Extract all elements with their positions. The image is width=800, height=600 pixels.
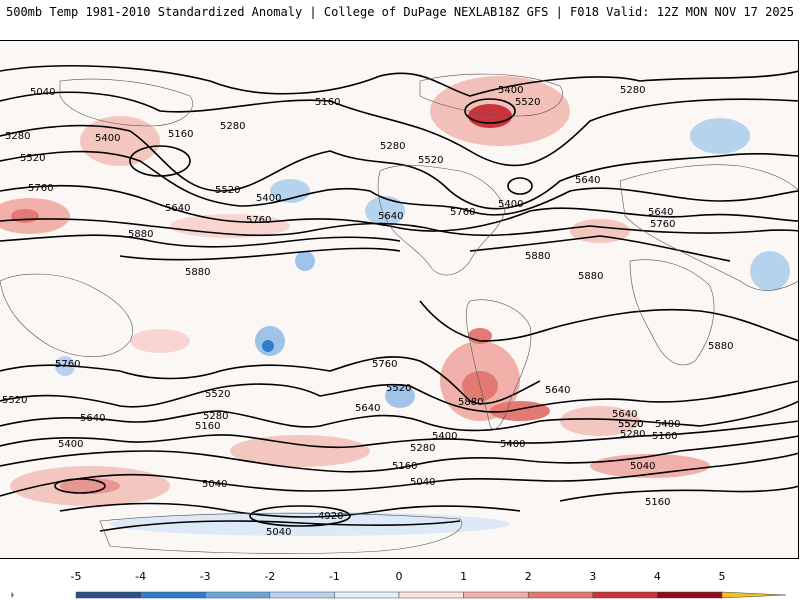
contour-labels: 5040 5160 5280 5160 5280 5400 5520 5400 … <box>2 85 733 538</box>
contour-label: 5160 <box>195 421 220 432</box>
contour-label: 5520 <box>20 153 45 164</box>
colorbar-tick-label: 5 <box>718 570 726 583</box>
contour-label: 4920 <box>318 511 343 522</box>
contour-label: 5760 <box>372 359 397 370</box>
colorbar-tick-label: 0 <box>395 570 403 583</box>
contour-label: 5760 <box>450 207 475 218</box>
contour-label: 5640 <box>612 409 637 420</box>
contour-label: 5280 <box>220 121 245 132</box>
model-run-info: 18Z GFS | F018 Valid: 12Z MON NOV 17 202… <box>497 5 794 19</box>
colorbar-swatch <box>721 591 787 599</box>
contour-label: 5640 <box>355 403 380 414</box>
contour-label: 5040 <box>630 461 655 472</box>
colorbar-tick-label: 3 <box>589 570 597 583</box>
contour-label: 5280 <box>410 443 435 454</box>
colorbar-tick-label: 1 <box>460 570 468 583</box>
contour-label: 5400 <box>432 431 457 442</box>
colorbar-tick-label: 4 <box>653 570 661 583</box>
contour-label: 5520 <box>618 419 643 430</box>
contour-label: 5040 <box>30 87 55 98</box>
contour-label: 5520 <box>2 395 27 406</box>
contour-label: 5760 <box>246 215 271 226</box>
contour-label: 5520 <box>386 383 411 394</box>
colorbar-tick-label: -5 <box>70 570 82 583</box>
contour-label: 5400 <box>256 193 281 204</box>
contour-label: 5280 <box>5 131 30 142</box>
contour-label: 5040 <box>410 477 435 488</box>
colorbar-tick-label: -1 <box>328 570 340 583</box>
contour-label: 5400 <box>655 419 680 430</box>
colorbar-swatch <box>269 591 335 599</box>
contour-label: 5160 <box>392 461 417 472</box>
colorbar-swatch <box>334 591 400 599</box>
colorbar-swatch <box>75 591 141 599</box>
colorbar-swatches <box>11 591 787 599</box>
colorbar-swatch <box>204 591 271 599</box>
colorbar-swatch <box>140 591 206 599</box>
colorbar-tick-label: -2 <box>264 570 276 583</box>
contour-label: 5400 <box>498 85 523 96</box>
contour-label: 5160 <box>645 497 670 508</box>
contour-label: 5520 <box>618 419 643 430</box>
contour-label: 5880 <box>578 271 603 282</box>
coastlines <box>0 73 798 554</box>
contour-label: 5640 <box>80 413 105 424</box>
colorbar-swatch <box>657 591 723 599</box>
contour-label: 5760 <box>28 183 53 194</box>
contour-label: 5880 <box>525 251 550 262</box>
contour-label: 5160 <box>652 431 677 442</box>
colorbar-swatch <box>11 592 14 598</box>
contour-label: 5280 <box>620 429 645 440</box>
colorbar-tick-label: -4 <box>135 570 147 583</box>
contour-label: 5640 <box>648 207 673 218</box>
contour-label: 5280 <box>203 411 228 422</box>
contour-label: 5640 <box>545 385 570 396</box>
colorbar-swatch <box>398 591 464 599</box>
contour-label: 5040 <box>266 527 291 538</box>
contour-label: 5400 <box>498 199 523 210</box>
contour-label: 5880 <box>185 267 210 278</box>
contour-label: 5160 <box>168 129 193 140</box>
contour-label: 5880 <box>708 341 733 352</box>
contour-label: 5640 <box>165 203 190 214</box>
map-title: 500mb Temp 1981-2010 Standardized Anomal… <box>6 5 498 19</box>
map-panel: 5040 5160 5280 5160 5280 5400 5520 5400 … <box>0 40 799 559</box>
contour-label: 5520 <box>205 389 230 400</box>
contour-label: 5640 <box>575 175 600 186</box>
contour-label: 5280 <box>380 141 405 152</box>
colorbar: -5 -4 -3 -2 -1 0 1 2 3 4 5 <box>0 570 800 600</box>
contour-label: 5400 <box>95 133 120 144</box>
contour-label: 5040 <box>202 479 227 490</box>
contour-label: 5760 <box>55 359 80 370</box>
contour-label: 5520 <box>215 185 240 196</box>
contour-label: 5640 <box>378 211 403 222</box>
contour-label: 5880 <box>128 229 153 240</box>
anomaly-map: 5040 5160 5280 5160 5280 5400 5520 5400 … <box>0 65 798 554</box>
colorbar-swatch <box>463 591 529 599</box>
contour-label: 5160 <box>315 97 340 108</box>
contour-label: 5400 <box>500 439 525 450</box>
colorbar-tick-label: -3 <box>199 570 211 583</box>
colorbar-swatch <box>527 591 594 599</box>
contour-label: 5280 <box>620 85 645 96</box>
contour-label: 5520 <box>418 155 443 166</box>
contour-label: 5880 <box>458 397 483 408</box>
contour-label: 5760 <box>650 219 675 230</box>
colorbar-swatch <box>592 591 658 599</box>
contour-label: 5400 <box>58 439 83 450</box>
colorbar-tick-label: 2 <box>524 570 532 583</box>
contour-label: 5520 <box>515 97 540 108</box>
